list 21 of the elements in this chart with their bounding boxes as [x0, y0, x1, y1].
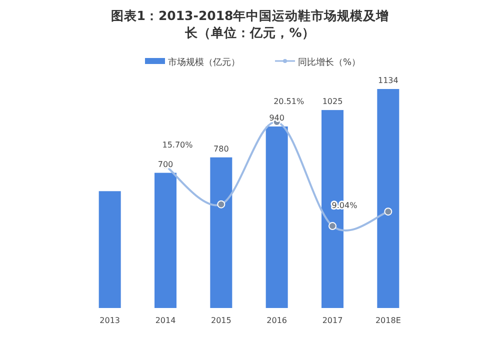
x-tick-label: 2015 [210, 316, 232, 325]
data-label: 1134 [378, 76, 398, 85]
x-tick-label: 2014 [155, 316, 176, 325]
data-label: 15.70% [162, 140, 194, 150]
chart-title: 图表1：2013-2018年中国运动鞋市场规模及增长（单位：亿元，%） [110, 8, 390, 40]
data-label: 700 [158, 160, 174, 169]
x-tick-label: 2013 [100, 316, 120, 325]
bar [266, 126, 288, 308]
x-tick-label: 2018E [375, 316, 401, 325]
x-tick-label: 2017 [322, 316, 343, 325]
bar [377, 89, 400, 308]
data-label: 780 [214, 144, 229, 154]
legend-label: 同比增长（%） [298, 57, 361, 68]
x-tick-label: 2016 [266, 316, 288, 325]
bar [98, 191, 121, 308]
data-label: 20.51% [274, 97, 304, 106]
data-label: 1025 [322, 97, 343, 106]
bar [154, 172, 176, 308]
bar [210, 157, 232, 308]
data-label: 940 [269, 113, 284, 122]
legend-label: 市场规模（亿元） [168, 57, 240, 68]
